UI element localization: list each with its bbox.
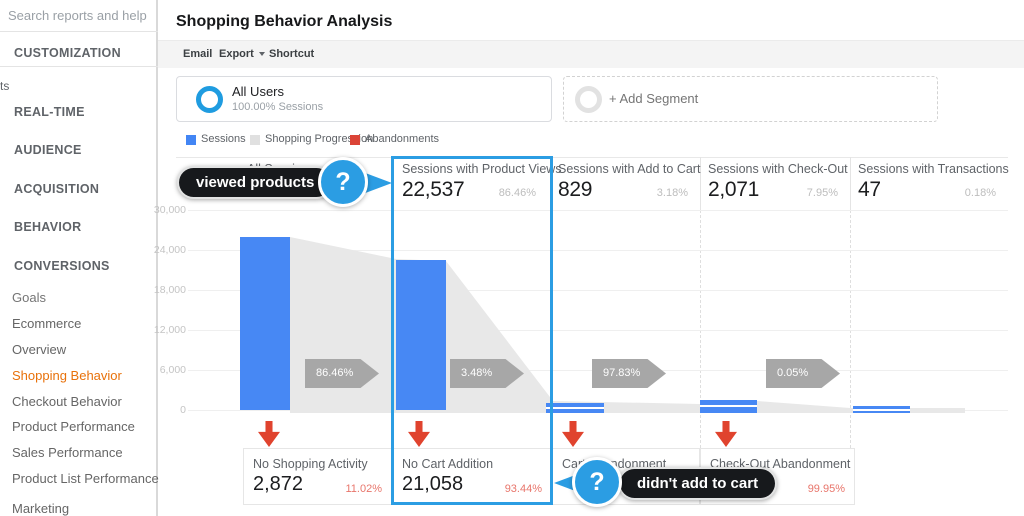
- column-gridline: [700, 210, 701, 448]
- table-top-border: [176, 157, 1008, 158]
- sidebar-item-acquisition[interactable]: ACQUISITION: [14, 182, 100, 196]
- legend-swatch-abandonments: [350, 135, 360, 145]
- metric-percent: 3.18%: [656, 187, 688, 199]
- sidebar-item-conversions[interactable]: CONVERSIONS: [14, 259, 110, 273]
- segment-subtitle: 100.00% Sessions: [232, 101, 324, 113]
- abandonment-percent: 99.95%: [807, 483, 845, 495]
- sidebar-item-ecommerce[interactable]: Ecommerce: [12, 316, 82, 331]
- metric-label: Sessions with Add to Cart: [558, 162, 701, 176]
- y-axis-tick: 0: [180, 404, 186, 416]
- bar-product-views: [396, 260, 446, 410]
- column-separator: [700, 157, 701, 210]
- segment-card-all-users[interactable]: [176, 76, 552, 122]
- legend-label-shopping-progression: Shopping Progression: [265, 133, 374, 145]
- gridline: [188, 210, 1008, 211]
- bar-check-out: [700, 400, 757, 413]
- metric-value: 47: [858, 178, 881, 201]
- bar-stripe: [853, 409, 910, 411]
- sidebar-item-real-time[interactable]: REAL-TIME: [14, 105, 85, 119]
- add-segment-donut-icon: [575, 86, 602, 113]
- export-button[interactable]: Export: [219, 40, 265, 68]
- sidebar-item-customization[interactable]: CUSTOMIZATION: [14, 46, 121, 60]
- bar-stripe: [700, 405, 757, 407]
- metric-header-add-to-cart: Sessions with Add to Cart 829 3.18%: [558, 162, 701, 208]
- column-gridline: [850, 210, 851, 448]
- metric-percent: 7.95%: [806, 187, 838, 199]
- page-title: Shopping Behavior Analysis: [176, 13, 393, 30]
- y-axis-tick: 6,000: [159, 364, 186, 376]
- metric-header-product-views: Sessions with Product Views 22,537 86.46…: [402, 162, 562, 208]
- metric-percent: 86.46%: [498, 187, 536, 199]
- sidebar-item-marketing[interactable]: Marketing: [12, 501, 70, 516]
- legend-swatch-shopping-progression: [250, 135, 260, 145]
- reports-label-fragment: ts: [0, 79, 10, 93]
- metric-value: 2,071: [708, 178, 760, 201]
- sidebar-divider: [0, 31, 158, 32]
- abandonment-value: 21,058: [402, 473, 464, 495]
- search-input[interactable]: Search reports and help: [8, 8, 147, 23]
- gridline: [188, 250, 1008, 251]
- toolbar: [158, 40, 1024, 68]
- y-axis-tick: 12,000: [153, 324, 186, 336]
- add-segment-label: + Add Segment: [609, 91, 699, 106]
- progression-arrow-icon: 86.46%: [305, 359, 379, 388]
- bar-transactions: [853, 406, 910, 413]
- bar-add-to-cart: [546, 403, 604, 413]
- sidebar-divider: [0, 66, 158, 67]
- progression-arrow-icon: 3.48%: [450, 359, 524, 388]
- abandonment-box-no-cart-addition: No Cart Addition 21,058 93.44%: [392, 448, 552, 505]
- sidebar-item-sales-performance[interactable]: Sales Performance: [12, 445, 123, 460]
- export-button-label: Export: [219, 48, 254, 60]
- abandonment-box-no-shopping-activity: No Shopping Activity 2,872 11.02%: [243, 448, 392, 505]
- y-axis-tick: 30,000: [153, 204, 186, 216]
- metric-header-transactions: Sessions with Transactions 47 0.18%: [858, 162, 1009, 208]
- sidebar-item-product-list-performance[interactable]: Product List Performance: [12, 471, 159, 486]
- gridline: [188, 330, 1008, 331]
- add-segment-button[interactable]: [563, 76, 938, 122]
- callout-didnt-add-to-cart: didn't add to cart: [618, 467, 778, 500]
- column-separator: [850, 157, 851, 210]
- shortcut-button[interactable]: Shortcut: [269, 48, 315, 60]
- y-axis-tick: 24,000: [153, 244, 186, 256]
- y-axis-tick: 18,000: [153, 284, 186, 296]
- metric-value: 829: [558, 178, 593, 201]
- legend-label-abandonments: Abandonments: [365, 133, 439, 145]
- gridline: [188, 290, 1008, 291]
- sidebar-item-overview[interactable]: Overview: [12, 342, 67, 357]
- sidebar-item-shopping-behavior-active[interactable]: Shopping Behavior: [12, 368, 122, 383]
- abandonment-label: No Cart Addition: [402, 457, 494, 471]
- sidebar-item-checkout-behavior[interactable]: Checkout Behavior: [12, 394, 122, 409]
- metric-label: Sessions with Product Views: [402, 162, 562, 176]
- abandonment-percent: 93.44%: [504, 483, 542, 495]
- bar-stripe: [546, 407, 604, 409]
- metric-percent: 0.18%: [964, 187, 996, 199]
- callout-viewed-products: viewed products: [177, 166, 334, 199]
- sidebar-item-goals[interactable]: Goals: [12, 290, 46, 305]
- legend-label-sessions: Sessions: [201, 133, 246, 145]
- email-button[interactable]: Email: [183, 48, 213, 60]
- segment-donut-icon: [196, 86, 223, 113]
- sidebar-item-audience[interactable]: AUDIENCE: [14, 143, 82, 157]
- legend-swatch-sessions: [186, 135, 196, 145]
- metric-value: 22,537: [402, 178, 465, 201]
- metric-label: Sessions with Check-Out: [708, 162, 848, 176]
- help-question-icon: ?: [318, 157, 368, 207]
- help-question-icon: ?: [572, 457, 622, 507]
- abandonment-value: 2,872: [253, 473, 304, 495]
- abandonment-percent: 11.02%: [345, 483, 383, 495]
- metric-header-check-out: Sessions with Check-Out 2,071 7.95%: [708, 162, 848, 208]
- bar-all-sessions: [240, 237, 290, 410]
- segment-name: All Users: [232, 84, 285, 99]
- sidebar-item-behavior[interactable]: BEHAVIOR: [14, 220, 82, 234]
- abandonment-label: No Shopping Activity: [253, 457, 368, 471]
- sidebar-item-product-performance[interactable]: Product Performance: [12, 419, 135, 434]
- metric-label: Sessions with Transactions: [858, 162, 1009, 176]
- sidebar: Search reports and help CUSTOMIZATION ts…: [0, 0, 159, 516]
- chevron-down-icon: [258, 52, 265, 57]
